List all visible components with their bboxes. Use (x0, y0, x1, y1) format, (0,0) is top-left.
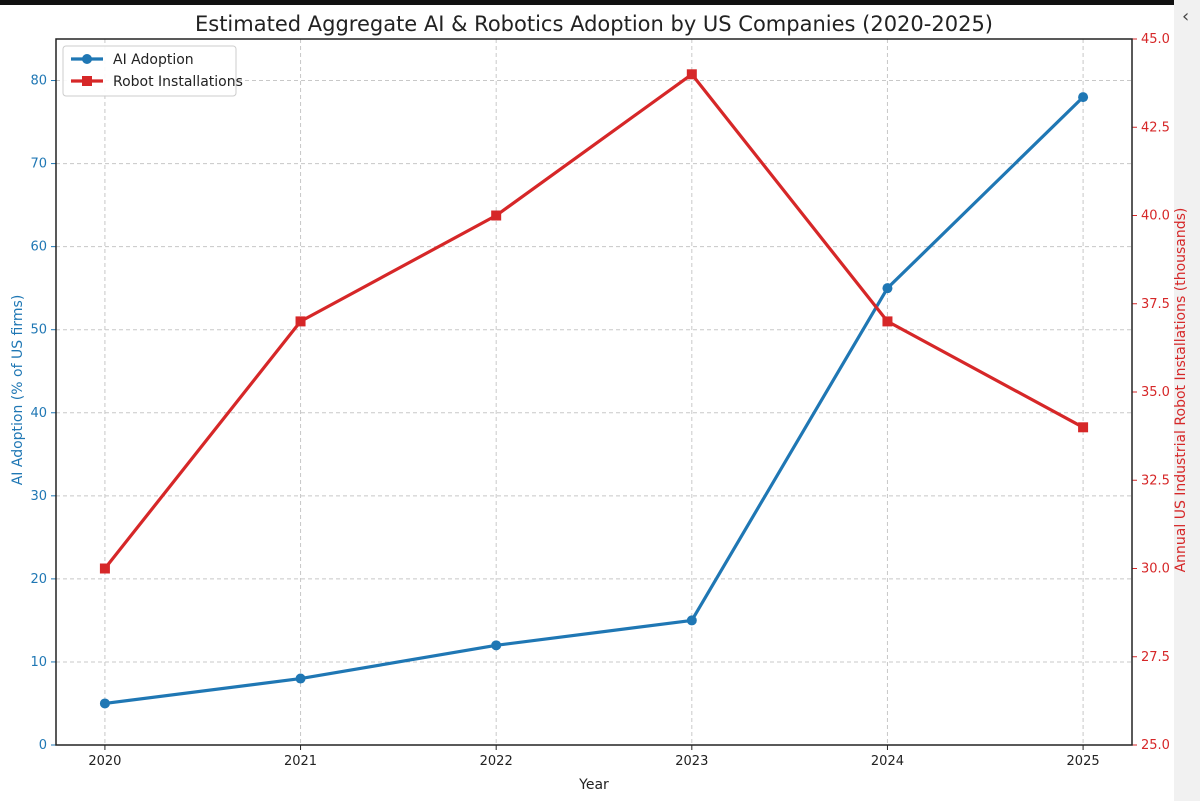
robot-installations-point (882, 316, 893, 327)
chart-title: Estimated Aggregate AI & Robotics Adopti… (195, 12, 993, 36)
x-axis-label: Year (578, 777, 609, 793)
ai-adoption-point (295, 673, 306, 684)
ai-adoption-point (686, 615, 697, 626)
right-tick-label: 45.0 (1141, 32, 1170, 47)
robot-installations-line (103, 72, 1084, 570)
left-tick-label: 60 (30, 240, 47, 255)
right-tick-label: 35.0 (1141, 385, 1170, 400)
right-tick-label: 32.5 (1141, 473, 1170, 488)
left-tick-label: 80 (30, 74, 47, 89)
x-tick-label: 2023 (675, 754, 708, 769)
right-tick-label: 30.0 (1141, 562, 1170, 577)
top-edge-bar (0, 0, 1200, 5)
plot-frame (55, 38, 1133, 746)
robot-installations-point (1078, 422, 1089, 433)
ai-adoption-legend-marker (82, 54, 92, 64)
ai-adoption-point (1078, 92, 1089, 103)
robot-installations-point (491, 210, 502, 221)
x-tick-label: 2025 (1067, 754, 1100, 769)
left-tick-label: 40 (30, 406, 47, 421)
x-tick-label: 2024 (871, 754, 904, 769)
series-layer (99, 69, 1089, 709)
legend: AI Adoption Robot Installations (62, 45, 243, 97)
right-tick-label: 37.5 (1141, 297, 1170, 312)
x-tick-label: 2020 (88, 754, 121, 769)
robot-installations-point (99, 563, 110, 574)
left-tick-label: 50 (30, 323, 47, 338)
robot-installations-point (295, 316, 306, 327)
ai-adoption-point (882, 283, 893, 294)
left-y-axis-label: AI Adoption (% of US firms) (10, 295, 26, 486)
right-tick-label: 40.0 (1141, 209, 1170, 224)
right-tick-label: 27.5 (1141, 650, 1170, 665)
left-tick-label: 0 (39, 738, 47, 753)
right-tick-label: 42.5 (1141, 120, 1170, 135)
robot-installations-legend-label: Robot Installations (113, 74, 243, 90)
ai-adoption-point (491, 640, 502, 651)
legend-box (62, 45, 237, 97)
chevron-left-icon: ‹ (1182, 6, 1189, 27)
left-tick-label: 10 (30, 655, 47, 670)
x-tick-label: 2022 (480, 754, 513, 769)
left-tick-label: 30 (30, 489, 47, 504)
robot-installations-legend-marker (82, 76, 92, 86)
ai-adoption-legend-label: AI Adoption (113, 52, 194, 68)
x-tick-label: 2021 (284, 754, 317, 769)
right-y-axis-label: Annual US Industrial Robot Installations… (1173, 208, 1189, 573)
left-tick-label: 20 (30, 572, 47, 587)
axes: 2020 2021 2022 2023 2024 2025 0 10 20 30 40 50 60 70 8… (30, 32, 1170, 769)
ai-adoption-point (99, 698, 110, 709)
left-tick-label: 70 (30, 157, 47, 172)
ai-adoption-line (104, 95, 1085, 706)
robot-installations-point (686, 69, 697, 80)
grid (56, 39, 1132, 746)
right-edge-panel (1174, 0, 1200, 801)
right-tick-label: 25.0 (1141, 738, 1170, 753)
